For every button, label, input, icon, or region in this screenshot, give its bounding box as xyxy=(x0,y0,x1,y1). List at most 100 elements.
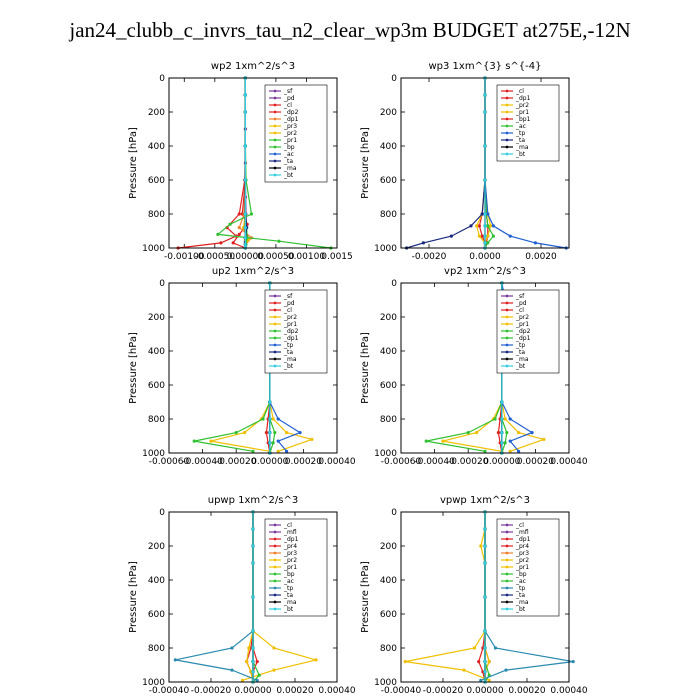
data-point xyxy=(449,234,453,238)
series-pr1 xyxy=(209,281,272,453)
data-point xyxy=(491,234,495,238)
legend-label: _ta xyxy=(283,158,293,165)
y-tick-label: 200 xyxy=(380,542,397,552)
x-tick-label: 0.00040 xyxy=(318,686,355,696)
data-point xyxy=(483,93,487,97)
data-point xyxy=(508,439,512,443)
data-point xyxy=(500,417,504,421)
data-point xyxy=(251,660,255,664)
data-point xyxy=(462,668,466,672)
data-point xyxy=(483,212,487,216)
data-point xyxy=(441,439,445,443)
legend-label: _tp xyxy=(283,585,293,592)
legend-label: _dp1 xyxy=(283,536,299,543)
legend-marker xyxy=(505,530,509,534)
series-cl xyxy=(176,76,247,250)
y-tick-label: 1000 xyxy=(142,244,165,254)
x-tick-label: 0.00020 xyxy=(285,457,322,467)
data-point xyxy=(483,595,487,599)
series-pr1 xyxy=(441,281,504,453)
legend-label: _sf xyxy=(515,293,525,300)
data-point xyxy=(251,595,255,599)
data-point xyxy=(273,431,277,435)
data-point xyxy=(264,431,269,435)
data-point xyxy=(230,646,234,650)
y-tick-label: 200 xyxy=(380,313,397,323)
legend-marker xyxy=(505,315,509,319)
x-tick-label: -0.00100 xyxy=(164,252,205,262)
data-point xyxy=(480,234,484,238)
legend-label: _pr2 xyxy=(283,130,297,137)
legend-marker xyxy=(273,572,277,576)
data-point xyxy=(486,212,490,216)
data-point xyxy=(483,110,487,114)
data-point xyxy=(571,660,575,664)
data-point xyxy=(243,178,247,182)
y-tick-label: 400 xyxy=(148,142,165,152)
chart-panel-5: upwp 1xm^2/s^3 Pressure [hPa] 0 200 400 600 80… xyxy=(128,495,356,696)
series-line xyxy=(175,512,258,681)
legend-marker xyxy=(273,600,277,604)
legend-marker xyxy=(273,308,277,312)
legend-marker xyxy=(505,364,509,368)
legend-marker xyxy=(505,579,509,583)
legend-marker xyxy=(505,572,509,576)
legend-marker xyxy=(273,544,277,548)
legend-marker xyxy=(505,544,509,548)
x-tick-label: 0.0020 xyxy=(525,252,557,262)
data-point xyxy=(530,431,534,435)
y-tick-label: 200 xyxy=(148,542,165,552)
data-point xyxy=(477,224,481,228)
legend-marker xyxy=(273,138,277,142)
legend-label: _ac xyxy=(283,151,294,158)
legend-marker xyxy=(505,110,509,114)
data-point xyxy=(276,439,280,443)
legend-label: _pr1 xyxy=(283,564,297,571)
data-point xyxy=(491,224,495,228)
x-tick-label: -0.00040 xyxy=(182,457,223,467)
y-tick-label: 400 xyxy=(148,347,165,357)
data-point xyxy=(424,439,428,443)
legend-marker xyxy=(273,145,277,149)
data-point xyxy=(477,234,481,238)
data-point xyxy=(255,660,259,664)
legend-marker xyxy=(505,558,509,562)
series-ta xyxy=(405,76,487,250)
y-tick-label: 1000 xyxy=(142,678,165,688)
legend-label: _bt xyxy=(515,363,526,370)
legend-marker xyxy=(273,336,277,340)
legend-label: _dp1 xyxy=(283,335,299,342)
legend-marker xyxy=(273,152,277,156)
chart-title: vp2 1xm^2/s^3 xyxy=(444,266,526,277)
series-dp1 xyxy=(483,76,490,250)
legend-label: _cl xyxy=(515,307,524,314)
data-point xyxy=(243,226,247,230)
legend-label: _ta xyxy=(515,137,525,144)
x-tick-label: -0.00020 xyxy=(448,457,489,467)
data-point xyxy=(483,224,487,228)
data-point xyxy=(517,431,521,435)
legend-marker xyxy=(505,152,509,156)
legend-label: _cl xyxy=(515,88,524,95)
series-dp2 xyxy=(424,281,504,453)
series-line xyxy=(442,283,503,452)
legend-label: _pr2 xyxy=(515,314,529,321)
legend-label: _mfl xyxy=(283,529,297,536)
series-line xyxy=(194,283,271,452)
data-point xyxy=(403,660,407,664)
legend-marker xyxy=(273,294,277,298)
data-point xyxy=(237,226,241,230)
legend-label: _bt xyxy=(515,606,526,613)
legend-marker xyxy=(505,586,509,590)
x-tick-label: 0.00020 xyxy=(508,686,545,696)
data-point xyxy=(483,527,487,531)
legend-label: _dp1 xyxy=(515,335,531,342)
legend-marker xyxy=(505,294,509,298)
series-bt xyxy=(243,76,247,250)
legend-label: _pr2 xyxy=(515,557,529,564)
data-point xyxy=(249,212,254,216)
x-tick-label: 0.00040 xyxy=(550,457,587,467)
legend-label: _ta xyxy=(515,592,525,599)
data-point xyxy=(219,241,223,245)
data-point xyxy=(496,431,501,435)
